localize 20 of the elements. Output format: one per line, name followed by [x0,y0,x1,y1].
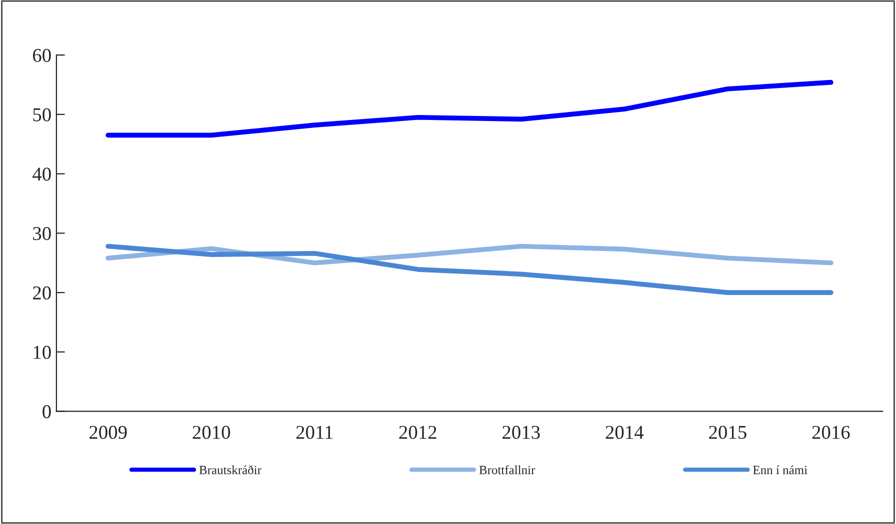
y-tick-label: 60 [32,48,51,62]
x-tick-label: 2010 [192,426,230,439]
legend-label: Brottfallnir [479,465,536,474]
x-tick-label: 2016 [812,426,850,439]
x-tick-label: 2011 [296,426,333,439]
line-series [106,244,834,295]
legend-label: Brautskráðir [199,465,262,474]
y-tick-label: 10 [34,346,51,359]
y-tick-label: 40 [32,168,51,181]
legend-label: Enn í námi [753,465,808,474]
x-tick-label: 2015 [709,426,746,439]
x-tick-label: 2009 [89,426,127,439]
y-tick-label: 30 [33,226,51,240]
x-tick-label: 2014 [606,426,644,439]
y-tick-label: 20 [32,286,51,300]
x-tick-label: 2013 [502,426,540,439]
y-tick-label: 50 [33,108,51,122]
y-tick-label: 0 [42,405,51,418]
line-series [106,80,834,138]
x-tick-label: 2012 [399,426,436,439]
